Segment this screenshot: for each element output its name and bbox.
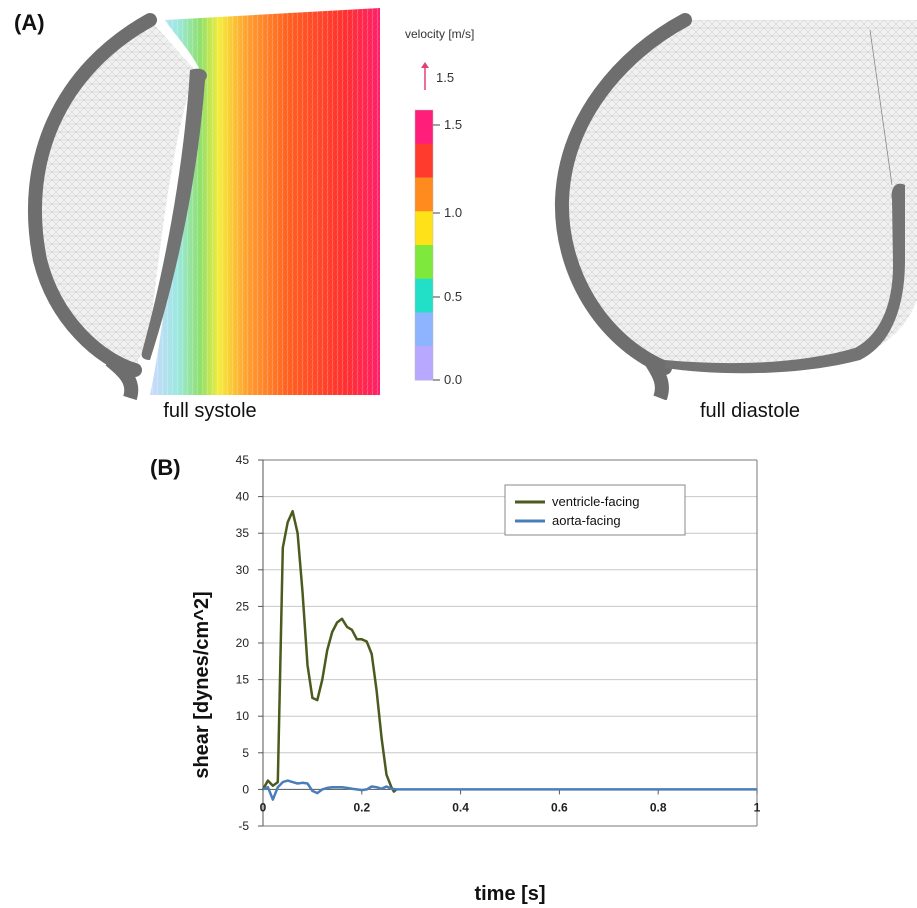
y-tick-label: 10 [236, 709, 250, 723]
chart-series [261, 509, 757, 801]
systole-caption: full systole [163, 400, 257, 422]
colorbar-band [415, 278, 433, 313]
x-axis-label: time [s] [474, 883, 545, 905]
x-tick-label: 0.8 [650, 800, 667, 814]
colorbar-band [415, 245, 433, 280]
y-axis-label: shear [dynes/cm^2] [191, 591, 213, 778]
diastole-vessel-wall [554, 13, 692, 375]
series-line-ventricle-facing [261, 509, 398, 793]
colorbar-ticks: 1.5 1.0 0.5 0.0 [433, 117, 462, 387]
x-tick-label: 0.2 [353, 800, 370, 814]
y-tick-label: 15 [236, 673, 250, 687]
legend-label-ventricle: ventricle-facing [552, 494, 639, 509]
colorbar-arrow-label: 1.5 [436, 70, 454, 85]
colorbar-band [415, 312, 433, 347]
colorbar-band [415, 177, 433, 212]
y-tick-label: 35 [236, 526, 250, 540]
x-tick-label: 0 [260, 800, 267, 814]
y-tick-label: 5 [242, 746, 249, 760]
y-tick-label: 25 [236, 599, 250, 613]
systole-view [27, 8, 380, 400]
y-tick-label: 30 [236, 563, 250, 577]
systole-valve-leaflet [141, 68, 207, 360]
x-tick-label: 1 [754, 800, 761, 814]
x-tick-label: 0.6 [551, 800, 568, 814]
chart-tick-labels: -5 0 5 10 15 20 25 30 35 40 45 0 0.2 0.4 0.6 0.8 1 [236, 453, 761, 833]
colorbar-band [415, 110, 433, 145]
panel-b-label: (B) [150, 455, 181, 480]
chart-legend: ventricle-facing aorta-facing [504, 484, 686, 536]
systole-mesh-region [34, 20, 195, 370]
colorbar-tick-0-5: 0.5 [444, 289, 462, 304]
systole-vessel-base [105, 354, 139, 400]
y-tick-label: 45 [236, 453, 250, 467]
colorbar-bands [415, 110, 433, 381]
systole-vessel-wall [27, 13, 157, 377]
colorbar-band [415, 211, 433, 246]
y-tick-label: -5 [238, 819, 249, 833]
diastole-caption: full diastole [699, 400, 801, 422]
diastole-vessel-base [644, 356, 669, 400]
y-tick-label: 20 [236, 636, 250, 650]
flow-visualization-panel: velocity [m/s] 1.5 1.5 1.0 0.5 0.0 [27, 8, 917, 400]
velocity-colorbar: velocity [m/s] 1.5 1.5 1.0 0.5 0.0 [405, 27, 474, 387]
y-tick-label: 0 [242, 782, 249, 796]
colorbar-band [415, 143, 433, 178]
panel-a-label: (A) [14, 10, 45, 35]
colorbar-tick-1-0: 1.0 [444, 205, 462, 220]
colorbar-tick-0-0: 0.0 [444, 372, 462, 387]
colorbar-band [415, 346, 433, 381]
colorbar-title: velocity [m/s] [405, 27, 474, 41]
diastole-view [554, 13, 917, 400]
series-line-aorta-facing [262, 779, 757, 801]
legend-label-aorta: aorta-facing [552, 513, 621, 528]
colorbar-tick-1-5: 1.5 [444, 117, 462, 132]
x-tick-label: 0.4 [452, 800, 469, 814]
y-tick-label: 40 [236, 490, 250, 504]
diastole-mesh-region [564, 20, 917, 373]
shear-chart: -5 0 5 10 15 20 25 30 35 40 45 0 0.2 0.4 0.6 0.8 1 time … [191, 453, 761, 905]
